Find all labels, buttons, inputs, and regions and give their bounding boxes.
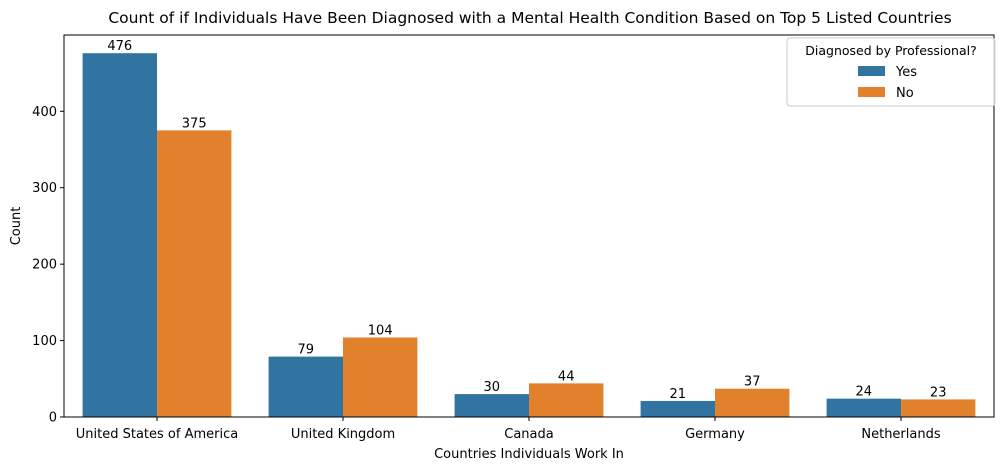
legend-label-yes: Yes (895, 65, 917, 80)
y-tick-label-4: 400 (32, 105, 57, 120)
value-label-yes-0: 476 (107, 39, 132, 54)
bar-no-2 (529, 383, 604, 417)
value-label-yes-1: 79 (298, 343, 315, 358)
chart-title: Count of if Individuals Have Been Diagno… (108, 9, 951, 27)
bar-yes-2 (454, 394, 529, 417)
y-tick-label-2: 200 (32, 258, 57, 273)
value-label-no-4: 23 (930, 385, 947, 400)
x-axis-label: Countries Individuals Work In (434, 447, 624, 462)
bar-yes-4 (826, 398, 901, 417)
x-tick-label-1: United Kingdom (291, 427, 395, 442)
value-label-no-1: 104 (368, 324, 393, 339)
y-tick-label-3: 300 (32, 181, 57, 196)
x-tick-label-2: Canada (504, 427, 553, 442)
bar-yes-0 (82, 53, 157, 417)
legend-label-no: No (896, 86, 914, 101)
value-label-yes-3: 21 (670, 387, 687, 402)
value-label-no-2: 44 (558, 369, 575, 384)
value-label-yes-2: 30 (484, 380, 501, 395)
plot-area: 476 375 United States of America 79 104 Unite… (32, 39, 976, 442)
y-tick-label-1: 100 (32, 334, 57, 349)
legend-swatch-no (858, 87, 885, 97)
bar-no-4 (901, 399, 976, 417)
x-tick-label-4: Netherlands (861, 427, 940, 442)
x-tick-label-3: Germany (685, 427, 745, 442)
y-tick-label-0: 0 (49, 411, 57, 426)
bar-no-1 (343, 337, 418, 417)
value-label-yes-4: 24 (856, 385, 873, 400)
x-tick-label-0: United States of America (76, 427, 238, 442)
legend-swatch-yes (858, 66, 885, 76)
bar-yes-1 (268, 356, 343, 417)
y-axis-label: Count (9, 207, 24, 246)
bar-no-3 (715, 388, 790, 417)
value-label-no-0: 375 (182, 116, 207, 131)
bar-no-0 (157, 130, 232, 417)
value-label-no-3: 37 (744, 375, 761, 390)
legend-title: Diagnosed by Professional? (805, 43, 976, 58)
legend-frame (786, 37, 996, 107)
bar-yes-3 (640, 400, 715, 417)
legend: Diagnosed by Professional? Yes No (786, 37, 996, 107)
axes-frame (63, 34, 995, 418)
